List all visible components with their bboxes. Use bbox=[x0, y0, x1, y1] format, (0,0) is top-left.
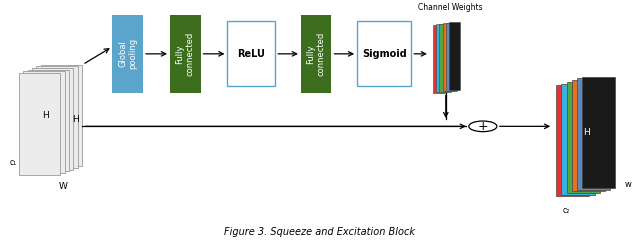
Text: Global
pooling: Global pooling bbox=[118, 38, 138, 69]
FancyBboxPatch shape bbox=[32, 68, 74, 170]
FancyBboxPatch shape bbox=[561, 84, 595, 195]
Text: W: W bbox=[59, 182, 68, 191]
Text: c₁: c₁ bbox=[10, 158, 17, 167]
FancyBboxPatch shape bbox=[433, 25, 445, 93]
FancyBboxPatch shape bbox=[23, 71, 65, 173]
FancyBboxPatch shape bbox=[443, 23, 454, 91]
Text: Sigmoid: Sigmoid bbox=[362, 49, 406, 59]
FancyBboxPatch shape bbox=[556, 85, 589, 196]
FancyBboxPatch shape bbox=[113, 15, 143, 93]
FancyBboxPatch shape bbox=[301, 15, 332, 93]
FancyBboxPatch shape bbox=[572, 80, 605, 191]
Text: Channel Weights: Channel Weights bbox=[418, 3, 483, 12]
Text: c₂: c₂ bbox=[563, 206, 570, 215]
FancyBboxPatch shape bbox=[36, 66, 78, 168]
FancyBboxPatch shape bbox=[41, 65, 83, 166]
FancyBboxPatch shape bbox=[170, 15, 200, 93]
FancyBboxPatch shape bbox=[28, 70, 69, 171]
Text: Fully
connected: Fully connected bbox=[307, 32, 326, 76]
FancyBboxPatch shape bbox=[577, 78, 610, 190]
FancyBboxPatch shape bbox=[446, 23, 458, 91]
FancyBboxPatch shape bbox=[19, 73, 60, 175]
FancyBboxPatch shape bbox=[227, 21, 275, 87]
FancyBboxPatch shape bbox=[436, 24, 448, 92]
Text: H: H bbox=[72, 115, 79, 124]
FancyBboxPatch shape bbox=[449, 22, 461, 90]
Text: +: + bbox=[477, 120, 488, 133]
Text: Fully
connected: Fully connected bbox=[175, 32, 195, 76]
Text: H: H bbox=[583, 128, 590, 137]
FancyBboxPatch shape bbox=[357, 21, 412, 87]
FancyBboxPatch shape bbox=[566, 82, 600, 193]
Text: H: H bbox=[42, 111, 49, 120]
Text: ReLU: ReLU bbox=[237, 49, 266, 59]
FancyBboxPatch shape bbox=[440, 24, 451, 92]
Text: Figure 3. Squeeze and Excitation Block: Figure 3. Squeeze and Excitation Block bbox=[225, 227, 415, 237]
Text: w: w bbox=[625, 180, 632, 189]
FancyBboxPatch shape bbox=[582, 77, 615, 188]
